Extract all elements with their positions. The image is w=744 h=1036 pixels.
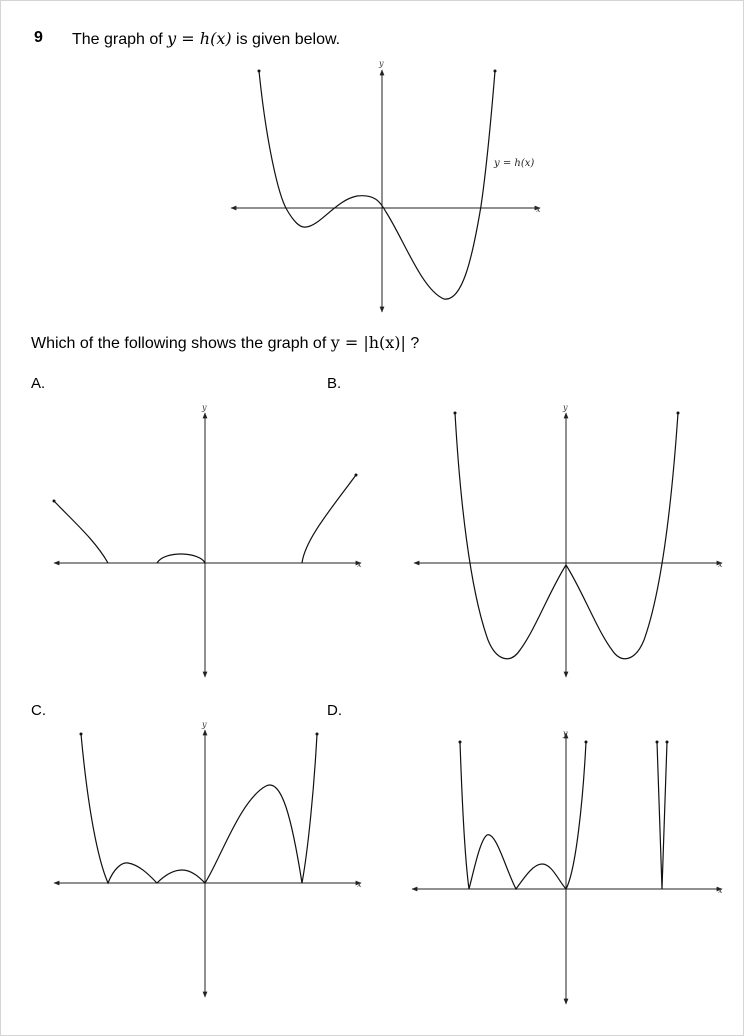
main-x-label: x — [536, 205, 541, 214]
option-b-graph[interactable]: x y — [413, 403, 723, 678]
option-b-y-label: y — [562, 403, 568, 412]
prompt-math: y = |h(x)| — [330, 333, 406, 352]
option-d-y-label: y — [562, 729, 568, 738]
prompt-text-after: ? — [405, 335, 420, 352]
prompt-text-before: Which of the following shows the graph o… — [31, 335, 331, 352]
question-number: 9 — [34, 29, 43, 46]
option-b-x-label: x — [718, 560, 723, 569]
option-a-graph[interactable]: x y — [52, 403, 363, 678]
question-stem: The graph of y = h(x) is given below. — [72, 29, 340, 49]
option-d-x-label: x — [718, 886, 723, 895]
stem-text-after: is given below. — [231, 31, 341, 48]
option-d-label[interactable]: D. — [327, 702, 342, 719]
option-a-label[interactable]: A. — [31, 375, 46, 392]
option-a-x-label: x — [357, 560, 362, 569]
question-prompt: Which of the following shows the graph o… — [31, 333, 419, 353]
main-curve-label: y = h(x) — [493, 158, 534, 169]
option-b-curve — [454, 412, 679, 660]
stem-math: y = h(x) — [167, 29, 232, 48]
option-a-curve-left — [53, 500, 109, 564]
option-d-curve-main — [459, 741, 587, 891]
option-a-curve-middle — [156, 553, 206, 564]
option-c-x-label: x — [357, 880, 362, 889]
stem-text-before: The graph of — [72, 31, 168, 48]
option-a-curve-right — [301, 474, 357, 564]
option-c-y-label: y — [201, 720, 207, 729]
main-curve-h — [258, 70, 496, 300]
option-d-curve-spike — [656, 741, 668, 890]
option-c-label[interactable]: C. — [31, 702, 46, 719]
option-c-curve — [80, 733, 318, 885]
option-d-graph[interactable]: x y — [411, 729, 723, 1005]
option-a-y-label: y — [201, 403, 207, 412]
option-c-graph[interactable]: x y — [53, 720, 362, 998]
main-y-label: y — [378, 59, 384, 68]
main-graph: x y y = h(x) — [230, 59, 541, 313]
option-b-label[interactable]: B. — [327, 375, 342, 392]
